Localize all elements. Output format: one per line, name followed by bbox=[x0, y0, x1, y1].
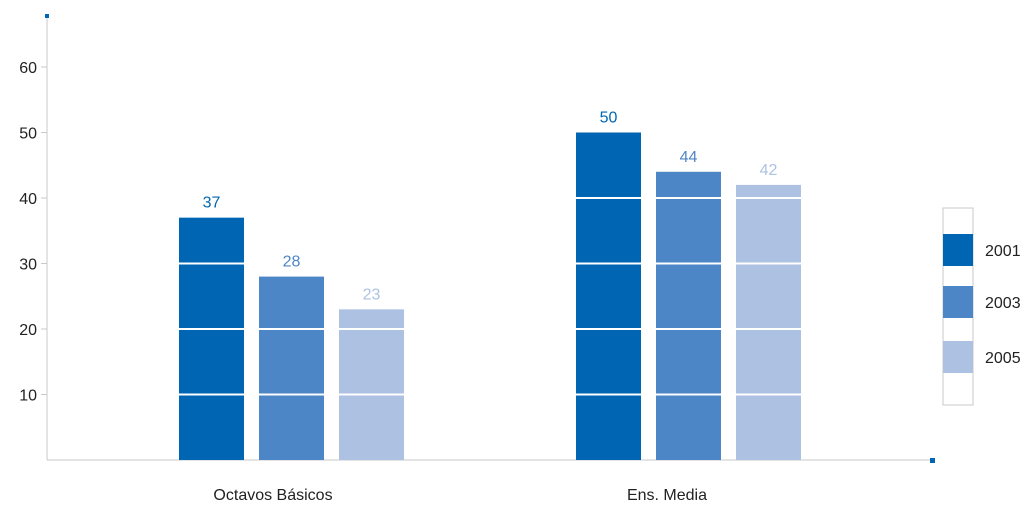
category-labels: Octavos Básicos Ens. Media bbox=[213, 487, 707, 504]
bars-group bbox=[179, 132, 801, 461]
y-tick-label: 40 bbox=[19, 191, 37, 208]
legend-label-2003: 2003 bbox=[985, 295, 1021, 312]
bar-grid-lines bbox=[179, 197, 801, 396]
chart-axes bbox=[45, 14, 935, 463]
y-tick-label: 60 bbox=[19, 60, 37, 77]
value-labels: 37 28 23 50 44 42 bbox=[203, 110, 778, 304]
bar-2001-1 bbox=[576, 132, 641, 460]
value-label-2001-0: 37 bbox=[203, 195, 221, 212]
y-tick-label: 20 bbox=[19, 322, 37, 339]
y-axis-ticks: 10 20 30 40 50 60 bbox=[19, 60, 47, 405]
value-label-2003-1: 44 bbox=[680, 149, 698, 166]
bar-2001-0 bbox=[179, 217, 244, 460]
category-label: Ens. Media bbox=[627, 487, 707, 504]
legend-label-2001: 2001 bbox=[985, 243, 1021, 260]
category-label: Octavos Básicos bbox=[213, 487, 332, 504]
bar-2005-0 bbox=[339, 309, 404, 460]
bar-2003-0 bbox=[259, 276, 324, 460]
value-label-2005-0: 23 bbox=[363, 286, 381, 303]
bar-2005-1 bbox=[736, 184, 801, 460]
y-axis-end-marker bbox=[45, 14, 49, 18]
bar-2003-1 bbox=[656, 171, 721, 461]
x-axis-end-marker bbox=[930, 458, 935, 463]
legend-swatch-2001 bbox=[943, 234, 973, 266]
y-tick-label: 50 bbox=[19, 126, 37, 143]
value-label-2003-0: 28 bbox=[283, 254, 301, 271]
legend-label-2005: 2005 bbox=[985, 350, 1021, 367]
y-tick-label: 10 bbox=[19, 388, 37, 405]
value-label-2005-1: 42 bbox=[760, 162, 778, 179]
y-tick-label: 30 bbox=[19, 257, 37, 274]
legend-swatch-2005 bbox=[943, 341, 973, 373]
legend-swatch-2003 bbox=[943, 286, 973, 318]
legend: 2001 2003 2005 bbox=[942, 207, 1021, 406]
value-label-2001-1: 50 bbox=[600, 110, 618, 127]
